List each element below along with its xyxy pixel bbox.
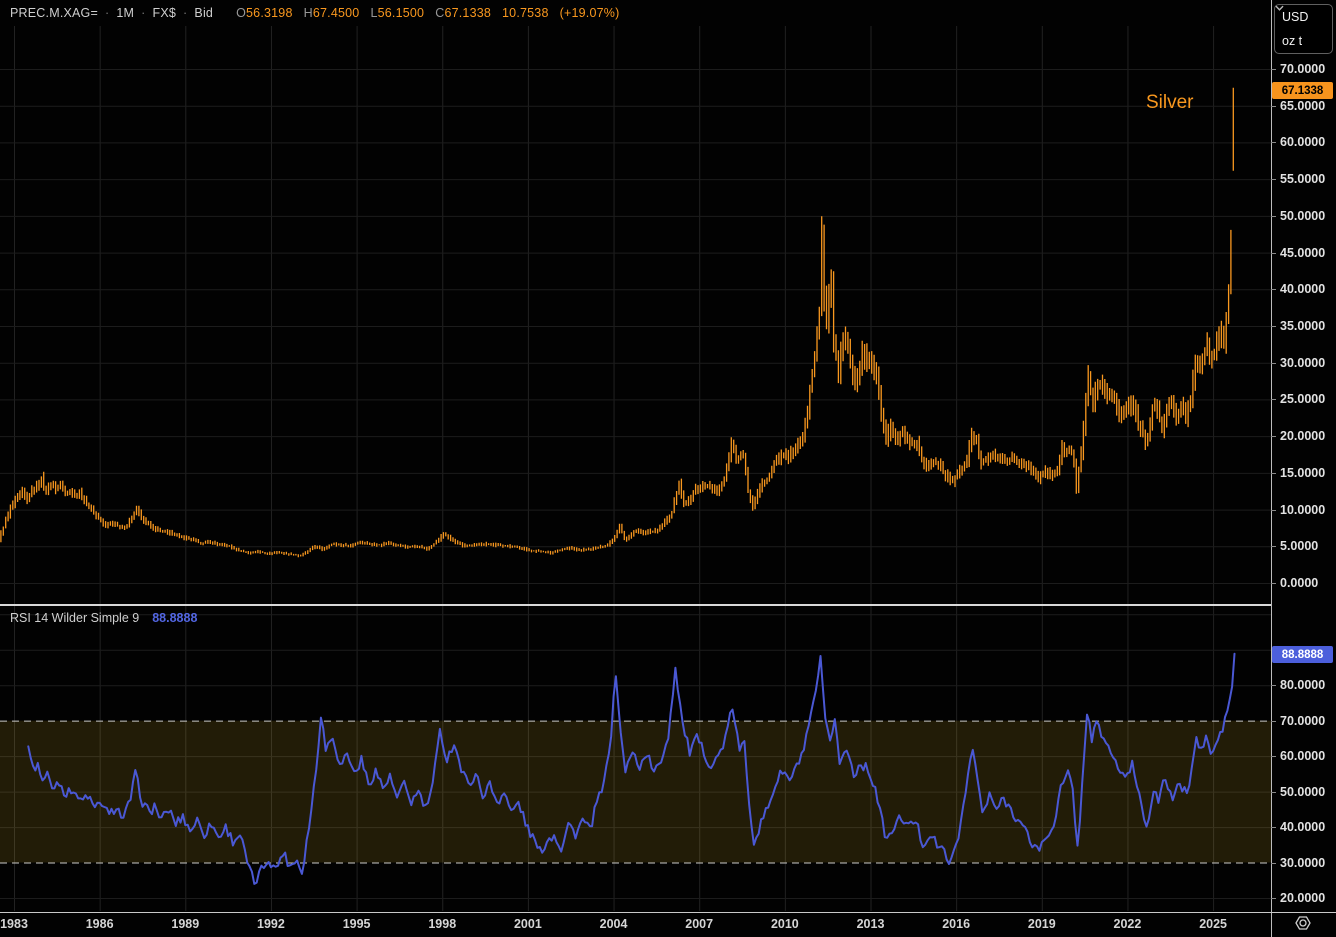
main-chart-area[interactable] (0, 0, 1271, 604)
symbol[interactable]: PREC.M.XAG= (10, 6, 98, 20)
price-axis-tick (1271, 583, 1276, 584)
unit-value: oz t (1282, 34, 1303, 48)
price-axis-tick (1271, 326, 1276, 327)
year-label: 1989 (171, 917, 200, 931)
chevron-down-icon (1275, 5, 1284, 11)
price-axis-label: 50.0000 (1280, 208, 1326, 223)
price-axis-label: 55.0000 (1280, 172, 1326, 187)
rsi-axis-label: 60.0000 (1280, 749, 1326, 764)
silver-annotation[interactable]: Silver (1146, 92, 1194, 113)
year-label: 1992 (257, 917, 285, 931)
settings-icon[interactable] (1294, 914, 1314, 934)
price-axis-tick (1271, 69, 1276, 70)
year-label: 1983 (0, 917, 28, 931)
year-label: 2001 (513, 917, 542, 931)
price-axis-label: 65.0000 (1280, 98, 1326, 113)
year-label: 2004 (599, 917, 628, 931)
instrument-header: PREC.M.XAG= · 1M · FX$ · Bid O56.3198 H6… (10, 6, 619, 20)
year-label: 2019 (1027, 917, 1056, 931)
price-axis-label: 35.0000 (1280, 318, 1326, 333)
year-label: 1998 (428, 917, 457, 931)
price-axis-tick (1271, 546, 1276, 547)
high-readout: H67.4500 (303, 6, 360, 20)
year-label: 2016 (942, 917, 971, 931)
year-label: 2025 (1199, 917, 1227, 931)
dot-separator: · (105, 6, 110, 20)
rsi-current-value: 88.8888 (152, 611, 198, 625)
pct-change: (+19.07%) (559, 6, 620, 20)
dot-separator: · (183, 6, 188, 20)
price-axis-tick (1271, 142, 1276, 143)
price-axis-label: 30.0000 (1280, 355, 1326, 370)
price-axis-label: 10.0000 (1280, 502, 1326, 517)
price-axis-tick (1271, 510, 1276, 511)
price-axis-label: 20.0000 (1280, 429, 1326, 444)
close-readout: C67.1338 (435, 6, 492, 20)
rsi-axis-tick (1271, 792, 1276, 793)
price-axis-label: 0.0000 (1280, 576, 1319, 590)
rsi-indicator-label[interactable]: RSI 14 Wilder Simple 9 88.8888 (10, 611, 197, 625)
low-readout: L56.1500 (370, 6, 425, 20)
price-axis-tick (1271, 473, 1276, 474)
rsi-axis-label: 30.0000 (1280, 855, 1326, 870)
price-axis-label: 70.0000 (1280, 61, 1326, 76)
price-axis-label: 15.0000 (1280, 465, 1326, 480)
price-axis-label: 25.0000 (1280, 392, 1326, 407)
chart-canvas (0, 26, 1271, 911)
rsi-value-badge: 88.8888 (1272, 646, 1333, 663)
interval[interactable]: 1M (116, 6, 135, 20)
dot-separator: · (141, 6, 146, 20)
rsi-chart-area[interactable] (0, 606, 1271, 912)
price-axis-tick (1271, 106, 1276, 107)
unit-selector-box: USD oz t (1274, 4, 1333, 54)
rsi-axis-label: 20.0000 (1280, 891, 1326, 905)
currency-value: USD (1282, 10, 1309, 24)
rsi-axis-label: 40.0000 (1280, 820, 1326, 835)
price-axis-tick (1271, 436, 1276, 437)
axis-separator-line (1271, 0, 1272, 937)
last-price-badge: 67.1338 (1272, 82, 1333, 99)
price-axis-tick (1271, 399, 1276, 400)
year-label: 2022 (1113, 917, 1142, 931)
year-label: 2013 (856, 917, 885, 931)
net-change: 10.7538 (502, 6, 549, 20)
source[interactable]: FX$ (152, 6, 177, 20)
year-label: 2007 (685, 917, 714, 931)
rsi-axis-label: 70.0000 (1280, 713, 1326, 728)
price-axis-tick (1271, 363, 1276, 364)
unit-dropdown[interactable]: oz t (1275, 5, 1332, 53)
price-axis-label: 45.0000 (1280, 245, 1326, 260)
price-type[interactable]: Bid (194, 6, 214, 20)
year-label: 2010 (770, 917, 799, 931)
panel-separator-line (0, 604, 1271, 606)
price-axis-tick (1271, 253, 1276, 254)
price-axis-tick (1271, 216, 1276, 217)
price-axis-tick (1271, 179, 1276, 180)
year-label: 1995 (342, 917, 371, 931)
rsi-axis-tick (1271, 721, 1276, 722)
open-readout: O56.3198 (236, 6, 293, 20)
rsi-axis-tick (1271, 827, 1276, 828)
year-label: 1986 (85, 917, 114, 931)
rsi-axis-label: 80.0000 (1280, 678, 1326, 693)
price-axis-label: 40.0000 (1280, 282, 1326, 297)
rsi-axis-tick (1271, 756, 1276, 757)
price-axis-tick (1271, 289, 1276, 290)
rsi-axis-tick (1271, 898, 1276, 899)
price-axis-label: 5.0000 (1280, 539, 1319, 554)
price-axis-label: 60.0000 (1280, 135, 1326, 150)
rsi-axis-tick (1271, 685, 1276, 686)
rsi-axis-label: 50.0000 (1280, 784, 1326, 799)
ohlc-readout: O56.3198 H67.4500 L56.1500 C67.1338 10.7… (236, 6, 619, 20)
rsi-label-text: RSI 14 Wilder Simple 9 (10, 611, 140, 625)
xaxis-separator-line (0, 912, 1336, 913)
rsi-axis-tick (1271, 863, 1276, 864)
